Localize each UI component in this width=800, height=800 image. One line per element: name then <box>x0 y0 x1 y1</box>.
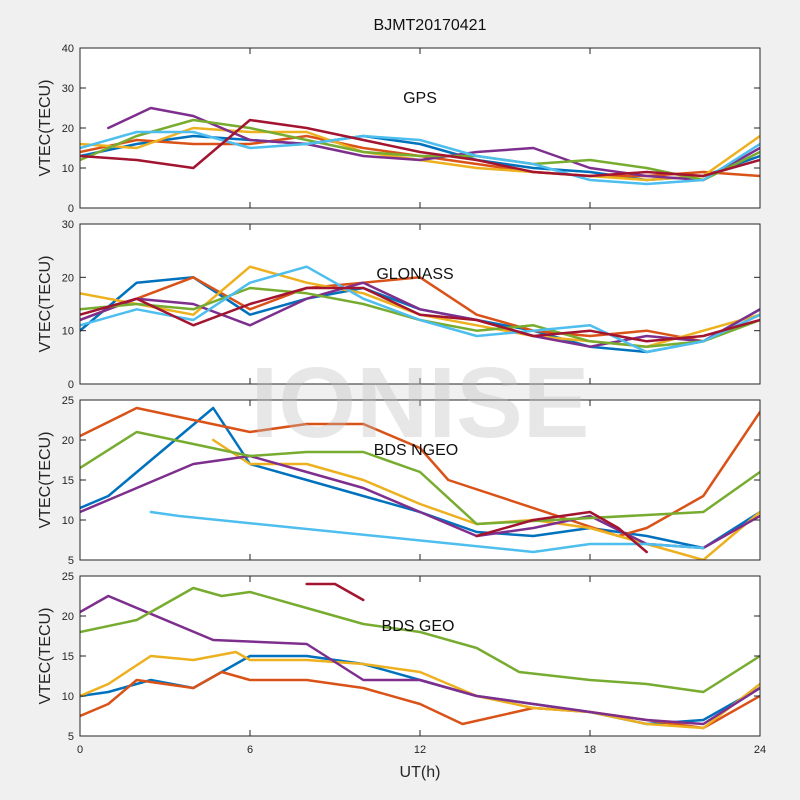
watermark: IONISE <box>251 347 590 459</box>
y-tick-label: 10 <box>62 515 74 527</box>
y-axis-label: VTEC(TECU) <box>37 608 54 705</box>
y-tick-label: 0 <box>68 379 74 391</box>
y-axis-label: VTEC(TECU) <box>37 80 54 177</box>
series-line-3 <box>107 106 760 182</box>
x-tick-label: 0 <box>77 744 83 756</box>
series-line-5 <box>80 265 760 354</box>
y-tick-label: 15 <box>62 651 74 663</box>
panel-0: 0 10 20 30 40 VTEC(TECU) GPS <box>37 43 761 215</box>
y-axis-label: VTEC(TECU) <box>37 432 54 529</box>
panel-2: 5 10 15 20 25 VTEC(TECU) BDS NGEO <box>37 395 761 567</box>
series-group <box>80 106 760 186</box>
series-line-4 <box>80 586 760 694</box>
x-tick-label: 24 <box>754 744 766 756</box>
series-line-6 <box>475 510 648 554</box>
y-tick-label: 5 <box>68 731 74 743</box>
y-tick-label: 15 <box>62 475 74 487</box>
y-tick-label: 40 <box>62 43 74 55</box>
series-line-5 <box>149 510 705 554</box>
figure-title: BJMT20170421 <box>374 17 487 34</box>
series-group <box>80 265 760 354</box>
plot-area <box>80 576 760 736</box>
series-line-3 <box>80 281 760 348</box>
x-tick-label: 6 <box>247 744 253 756</box>
panel-label: BDS NGEO <box>374 442 458 459</box>
panel-1: 0 10 20 30 VTEC(TECU) GLONASS <box>37 219 761 391</box>
x-axis-label: UT(h) <box>400 764 441 781</box>
series-line-5 <box>80 130 760 186</box>
y-tick-label: 20 <box>62 123 74 135</box>
y-tick-label: 25 <box>62 571 74 583</box>
series-line-4 <box>80 430 760 526</box>
y-axis-label: VTEC(TECU) <box>37 256 54 353</box>
y-tick-label: 30 <box>62 83 74 95</box>
x-tick-label: 18 <box>584 744 596 756</box>
series-group <box>80 406 760 560</box>
panel-label: GPS <box>403 90 437 107</box>
series-group <box>80 582 760 730</box>
y-tick-label: 20 <box>62 272 74 284</box>
series-line-1 <box>80 406 760 538</box>
series-line-2 <box>80 650 760 730</box>
series-line-4 <box>80 118 760 182</box>
y-tick-label: 10 <box>62 163 74 175</box>
plot-area <box>80 400 760 560</box>
series-line-6 <box>80 118 760 178</box>
panel-label: BDS GEO <box>382 618 455 635</box>
series-line-1 <box>80 276 760 343</box>
panel-label: GLONASS <box>376 266 453 283</box>
y-tick-label: 10 <box>62 326 74 338</box>
y-tick-label: 20 <box>62 435 74 447</box>
y-tick-label: 20 <box>62 611 74 623</box>
y-tick-label: 10 <box>62 691 74 703</box>
panels-group: 0 10 20 30 40 VTEC(TECU) GPS 0 10 20 30 VTEC(TECU) G… <box>37 43 766 781</box>
y-tick-label: 30 <box>62 219 74 231</box>
series-line-6 <box>80 286 760 343</box>
panel-3: 0 6 12 18 24 5 10 15 20 25 VTEC(TECU) UT(h) BDS GEO <box>37 571 766 781</box>
series-line-3 <box>80 594 760 726</box>
y-tick-label: 5 <box>68 555 74 567</box>
y-tick-label: 0 <box>68 203 74 215</box>
y-tick-label: 25 <box>62 395 74 407</box>
series-line-5 <box>305 582 365 602</box>
x-tick-label: 12 <box>414 744 426 756</box>
